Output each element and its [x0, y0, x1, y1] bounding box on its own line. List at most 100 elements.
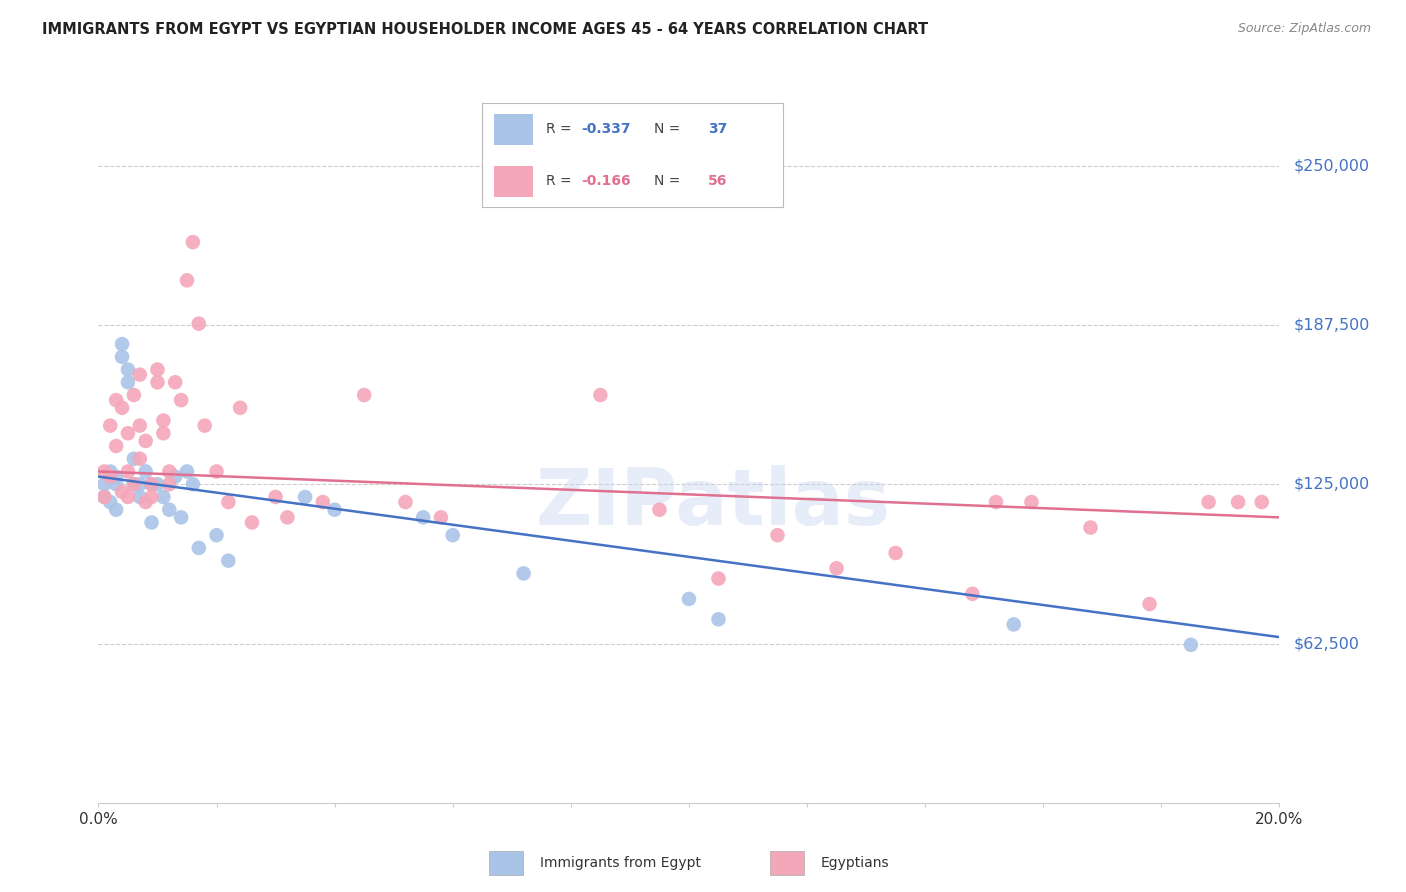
- Point: [323, 502, 346, 516]
- Point: [128, 451, 150, 466]
- Point: [766, 528, 789, 542]
- Point: [1139, 597, 1161, 611]
- Point: [141, 516, 163, 530]
- Point: [1002, 617, 1025, 632]
- Point: [157, 465, 180, 479]
- Point: [1180, 638, 1202, 652]
- Point: [181, 235, 204, 249]
- Point: [93, 465, 115, 479]
- Point: [152, 413, 174, 427]
- Point: [105, 439, 128, 453]
- Point: [825, 561, 848, 575]
- Point: [141, 490, 163, 504]
- Point: [1080, 520, 1102, 534]
- Point: [707, 572, 730, 586]
- Point: [117, 376, 139, 390]
- Text: Immigrants from Egypt: Immigrants from Egypt: [540, 856, 702, 870]
- Text: Source: ZipAtlas.com: Source: ZipAtlas.com: [1237, 22, 1371, 36]
- Point: [430, 510, 453, 524]
- Point: [105, 502, 128, 516]
- Point: [122, 388, 145, 402]
- Point: [98, 469, 121, 483]
- Point: [128, 490, 150, 504]
- Point: [1250, 495, 1272, 509]
- Point: [117, 426, 139, 441]
- Point: [1227, 495, 1250, 509]
- Point: [412, 510, 434, 524]
- Point: [105, 477, 128, 491]
- Point: [205, 465, 228, 479]
- Point: [176, 273, 198, 287]
- Bar: [770, 851, 804, 875]
- Point: [152, 490, 174, 504]
- Point: [105, 393, 128, 408]
- Point: [157, 477, 180, 491]
- Point: [93, 490, 115, 504]
- Text: $250,000: $250,000: [1294, 158, 1369, 173]
- Text: ZIPatlas: ZIPatlas: [536, 465, 890, 541]
- Point: [589, 388, 612, 402]
- Point: [229, 401, 252, 415]
- Point: [135, 465, 157, 479]
- Point: [276, 510, 298, 524]
- Point: [111, 350, 134, 364]
- Text: Egyptians: Egyptians: [821, 856, 890, 870]
- Point: [141, 477, 163, 491]
- Point: [312, 495, 335, 509]
- Point: [93, 477, 115, 491]
- Text: $62,500: $62,500: [1294, 636, 1360, 651]
- Point: [264, 490, 287, 504]
- Point: [122, 477, 145, 491]
- Point: [984, 495, 1007, 509]
- Text: $187,500: $187,500: [1294, 318, 1369, 333]
- Point: [111, 484, 134, 499]
- Point: [157, 502, 180, 516]
- Point: [165, 469, 187, 483]
- Point: [187, 317, 209, 331]
- Point: [141, 477, 163, 491]
- Point: [98, 495, 121, 509]
- Point: [111, 401, 134, 415]
- Point: [512, 566, 534, 581]
- Point: [1198, 495, 1220, 509]
- Point: [170, 510, 193, 524]
- Point: [170, 393, 193, 408]
- Point: [117, 490, 139, 504]
- Point: [128, 418, 150, 433]
- Point: [176, 465, 198, 479]
- Bar: [489, 851, 523, 875]
- Point: [117, 362, 139, 376]
- Point: [217, 554, 239, 568]
- Point: [353, 388, 375, 402]
- Point: [117, 465, 139, 479]
- Point: [122, 451, 145, 466]
- Point: [135, 495, 157, 509]
- Point: [678, 591, 700, 606]
- Point: [165, 376, 187, 390]
- Point: [128, 477, 150, 491]
- Point: [187, 541, 209, 555]
- Point: [240, 516, 263, 530]
- Point: [146, 362, 169, 376]
- Point: [111, 337, 134, 351]
- Point: [394, 495, 416, 509]
- Point: [152, 426, 174, 441]
- Point: [98, 465, 121, 479]
- Point: [146, 477, 169, 491]
- Point: [98, 418, 121, 433]
- Text: IMMIGRANTS FROM EGYPT VS EGYPTIAN HOUSEHOLDER INCOME AGES 45 - 64 YEARS CORRELAT: IMMIGRANTS FROM EGYPT VS EGYPTIAN HOUSEH…: [42, 22, 928, 37]
- Text: $125,000: $125,000: [1294, 476, 1369, 491]
- Point: [707, 612, 730, 626]
- Point: [962, 587, 984, 601]
- Point: [217, 495, 239, 509]
- Point: [294, 490, 316, 504]
- Point: [128, 368, 150, 382]
- Point: [441, 528, 464, 542]
- Point: [194, 418, 217, 433]
- Point: [205, 528, 228, 542]
- Point: [146, 376, 169, 390]
- Point: [181, 477, 204, 491]
- Point: [884, 546, 907, 560]
- Point: [648, 502, 671, 516]
- Point: [122, 477, 145, 491]
